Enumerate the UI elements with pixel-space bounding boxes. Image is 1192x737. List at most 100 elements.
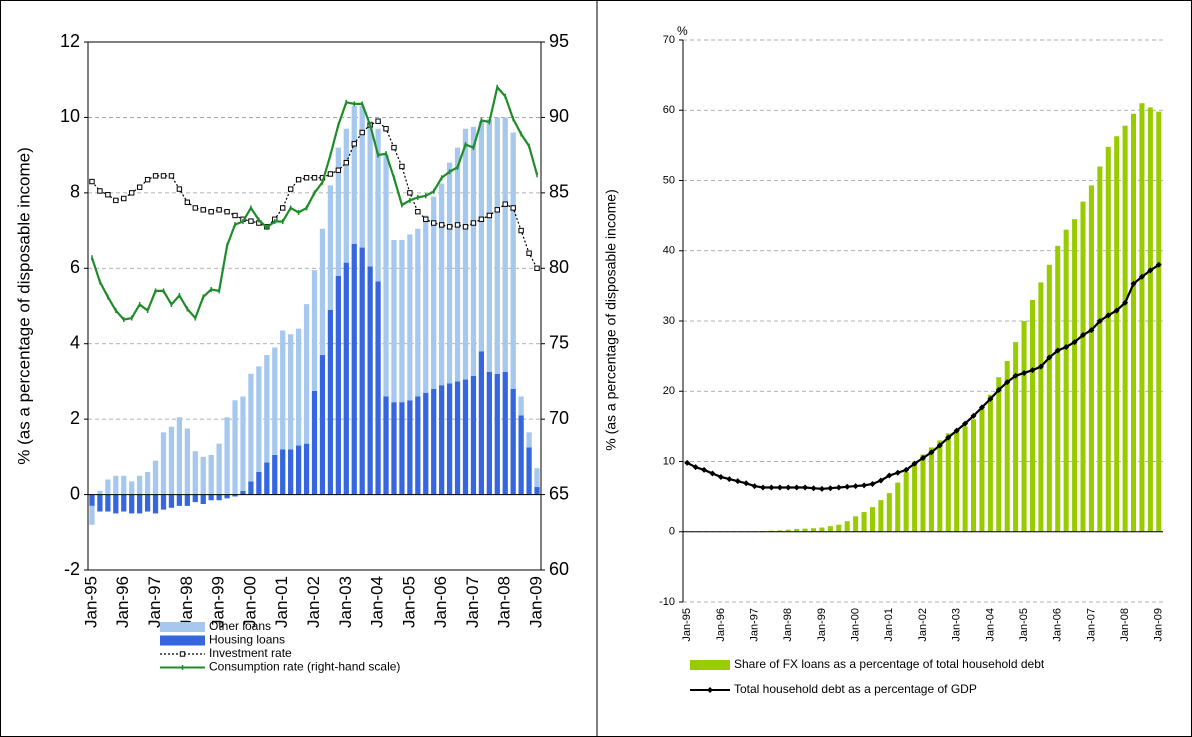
line-marker <box>978 404 985 411</box>
line-marker <box>518 227 524 234</box>
x-tick-label: Jan-00 <box>240 576 259 628</box>
bar <box>295 328 302 446</box>
bar <box>89 494 95 506</box>
y-tick-label: 6 <box>70 257 80 277</box>
x-tick-label: Jan-95 <box>81 576 100 628</box>
line-marker <box>743 480 750 487</box>
bar <box>886 493 892 532</box>
line-marker <box>383 126 389 132</box>
line-marker <box>717 473 724 480</box>
bar <box>224 494 230 499</box>
bar <box>152 460 159 495</box>
line-marker <box>1012 372 1019 379</box>
x-tick-label: Jan-97 <box>145 576 164 628</box>
bar <box>423 392 429 495</box>
line-marker <box>534 265 540 271</box>
line-marker <box>734 478 741 485</box>
line-marker <box>359 129 365 136</box>
x-tick-label: Jan-95 <box>681 608 693 642</box>
bar <box>777 530 783 532</box>
y2-tick-label: 65 <box>549 483 569 503</box>
line-marker <box>423 216 429 222</box>
bar <box>200 494 206 504</box>
line-marker <box>470 220 477 226</box>
line-marker <box>953 427 960 434</box>
line-marker <box>760 484 766 491</box>
bar <box>1038 282 1044 532</box>
bar <box>367 121 373 267</box>
x-tick-label: Jan-03 <box>336 576 355 628</box>
bar <box>423 215 429 393</box>
y-tick-label: -10 <box>659 596 675 608</box>
bar <box>819 527 825 532</box>
line-marker <box>438 222 445 228</box>
bar <box>97 494 103 512</box>
bar <box>1004 361 1010 532</box>
bar <box>971 419 977 532</box>
line-marker <box>343 159 349 166</box>
line-marker <box>121 195 127 202</box>
y2-tick-label: 95 <box>549 31 569 51</box>
bar <box>121 475 127 495</box>
bar <box>359 106 365 248</box>
bar <box>407 400 413 495</box>
bar <box>97 490 103 495</box>
bar <box>1080 201 1086 532</box>
line-marker <box>844 483 851 490</box>
bar <box>113 494 119 514</box>
bar <box>176 417 183 495</box>
line-marker <box>216 207 222 213</box>
y-tick-label: 2 <box>70 408 80 428</box>
x-tick-label: Jan-08 <box>1119 608 1131 642</box>
x-tick-label: Jan-02 <box>304 576 323 628</box>
bar <box>256 366 262 472</box>
x-tick-label: Jan-02 <box>917 608 929 642</box>
bar <box>454 147 461 382</box>
bar <box>335 147 341 276</box>
line-marker <box>861 482 868 489</box>
bar <box>928 447 934 532</box>
bar <box>878 500 884 532</box>
line-marker <box>295 176 302 183</box>
bar <box>105 479 111 495</box>
x-tick-label: Jan-96 <box>715 608 727 642</box>
bar <box>152 494 159 514</box>
line-marker <box>303 175 310 181</box>
line-marker <box>224 209 230 215</box>
y-tick-label: 0 <box>70 483 80 503</box>
bar <box>264 462 270 495</box>
bar <box>240 490 246 495</box>
bar <box>526 432 532 448</box>
line-marker <box>176 186 183 192</box>
line-marker <box>287 186 294 192</box>
line-marker <box>793 484 800 491</box>
bar <box>295 445 302 495</box>
x-tick-label: Jan-04 <box>984 608 996 642</box>
bar <box>439 183 445 386</box>
y-tick-label: 10 <box>60 106 80 126</box>
x-tick-label: Jan-98 <box>782 608 794 642</box>
bar <box>407 234 413 401</box>
line-marker <box>903 466 910 473</box>
line-marker <box>1080 332 1086 339</box>
y-tick-label: 40 <box>663 245 675 257</box>
bar <box>1122 125 1128 532</box>
line-marker <box>1113 307 1120 314</box>
bar <box>987 394 993 532</box>
line-marker <box>192 205 198 211</box>
bar <box>343 262 349 495</box>
line-marker <box>208 209 214 215</box>
y-tick-label: 50 <box>663 174 675 186</box>
bar <box>518 415 524 495</box>
x-tick-label: Jan-01 <box>883 608 895 642</box>
bar <box>1156 111 1162 532</box>
x-tick-label: Jan-03 <box>951 608 963 642</box>
bar <box>129 481 135 495</box>
bar <box>785 529 791 532</box>
legend-label: Consumption rate (right-hand scale) <box>209 660 400 674</box>
line-marker <box>692 464 699 471</box>
bar <box>335 275 341 495</box>
bar <box>502 372 508 495</box>
line-marker <box>510 205 516 211</box>
